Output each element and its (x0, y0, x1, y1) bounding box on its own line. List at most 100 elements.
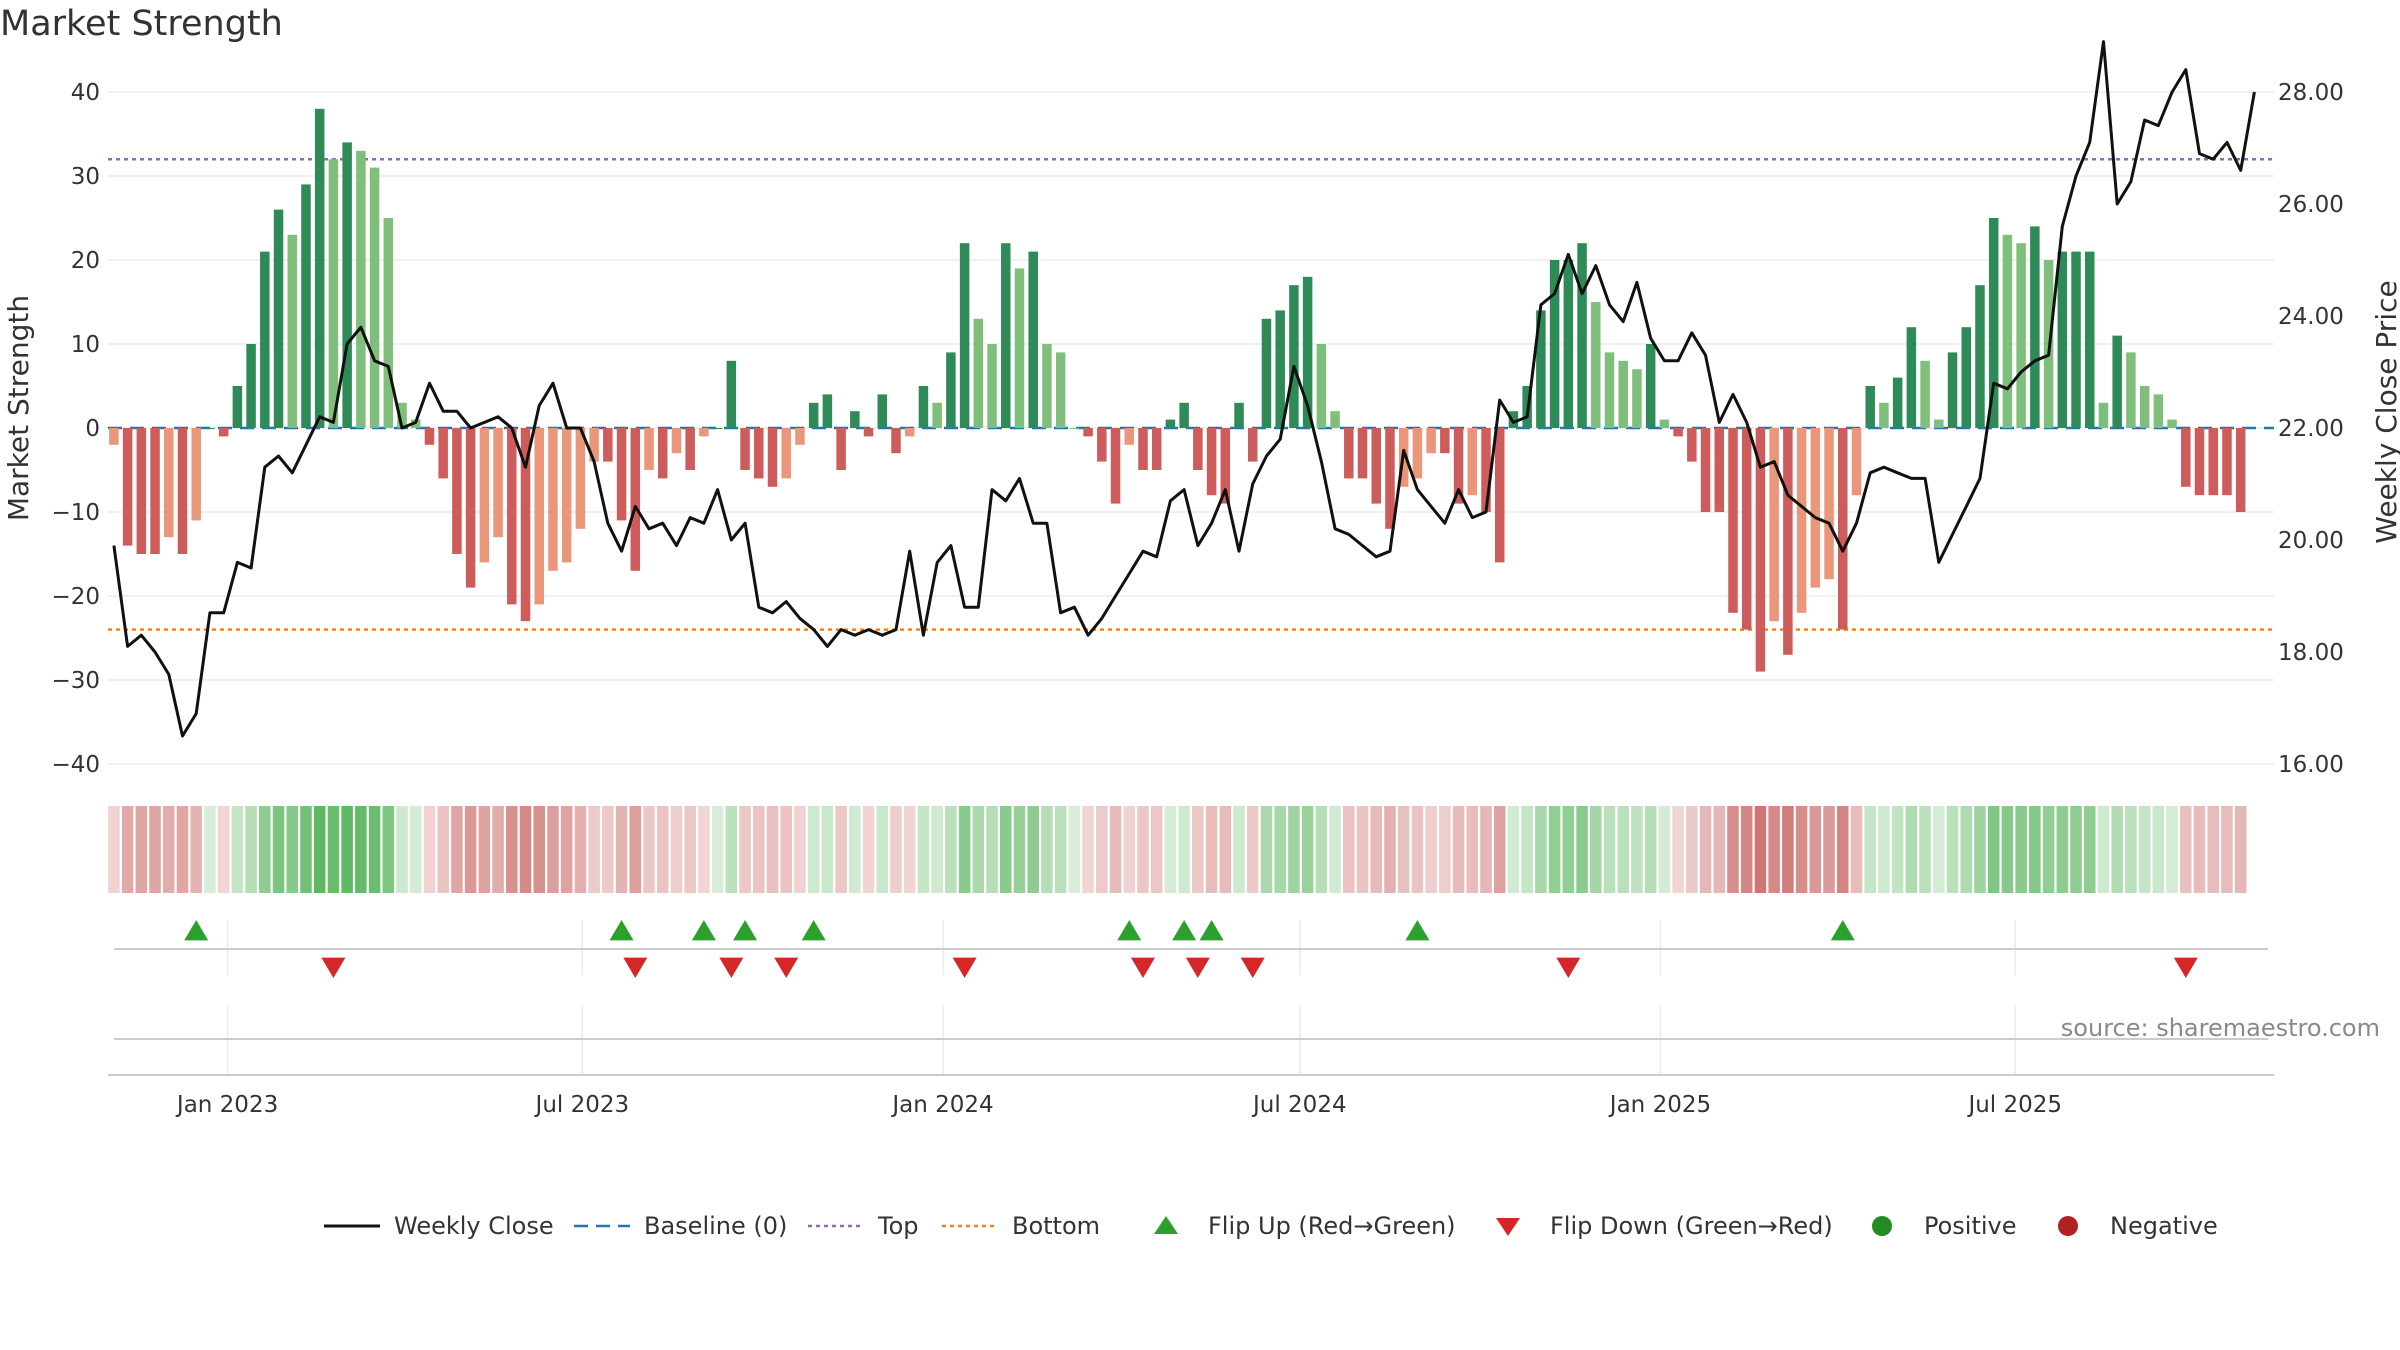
x-tick-label: Jul 2025 (1966, 1092, 2062, 1118)
flip-down-marker (1185, 957, 1210, 978)
strength-bar (1604, 352, 1615, 428)
heat-strip-cell (1548, 806, 1561, 893)
strength-bar (1097, 428, 1107, 462)
strength-bar (918, 386, 929, 428)
heat-strip-cell (217, 806, 230, 893)
strength-bar (767, 428, 778, 487)
heat-strip-cell (1452, 806, 1465, 893)
heat-strip (108, 806, 2247, 893)
strength-bar (452, 428, 462, 554)
strength-bar (1645, 344, 1656, 428)
y-right-tick-label: 18.00 (2278, 640, 2344, 666)
strength-bar (959, 243, 970, 428)
heat-strip-cell (2125, 806, 2137, 893)
strength-bar (2057, 251, 2068, 428)
heat-strip-cell (1027, 806, 1039, 893)
strength-bar (1412, 428, 1423, 479)
legend-item-negative[interactable]: Negative (2038, 1206, 2218, 1246)
strength-bar (2153, 394, 2164, 428)
circle-icon (1872, 1216, 1892, 1236)
strength-bar (1673, 428, 1683, 437)
strength-bar (287, 234, 298, 428)
heat-strip-cell (204, 806, 216, 893)
legend-label: Weekly Close (394, 1212, 554, 1240)
strength-bar (1755, 428, 1766, 672)
legend-item-top[interactable]: Top (806, 1206, 919, 1246)
heat-strip-cell (451, 806, 463, 893)
heat-strip-cell (1425, 806, 1437, 893)
strength-bar (1494, 428, 1505, 563)
legend-item-bottom[interactable]: Bottom (940, 1206, 1100, 1246)
heat-strip-cell (341, 806, 353, 893)
heat-strip-cell (1782, 806, 1794, 893)
heat-strip-cell (1068, 806, 1081, 893)
strength-bar (2235, 428, 2246, 512)
strength-bar (1426, 428, 1436, 454)
heat-strip-cell (1260, 806, 1273, 893)
heat-strip-cell (2138, 806, 2151, 893)
strength-bar (1151, 428, 1162, 470)
heat-strip-cell (917, 806, 930, 893)
heat-strip-cell (478, 806, 491, 893)
strength-bar (877, 394, 888, 428)
strength-bar (465, 428, 476, 588)
legend-item-baseline[interactable]: Baseline (0) (572, 1206, 787, 1246)
strength-bar (603, 428, 613, 462)
heat-strip-cell (807, 806, 820, 893)
legend-item-positive[interactable]: Positive (1852, 1206, 2017, 1246)
legend-item-weekly-close[interactable]: Weekly Close (322, 1206, 554, 1246)
heat-strip-cell (588, 806, 600, 893)
strength-bar (1508, 411, 1519, 428)
heat-strip-cell (1439, 806, 1451, 893)
strength-bar (1700, 428, 1711, 512)
legend-item-flip-up[interactable]: Flip Up (Red→Green) (1136, 1206, 1456, 1246)
heat-strip-cell (1343, 806, 1355, 893)
strength-bar (1536, 310, 1546, 428)
strength-bar (205, 428, 215, 429)
heat-strip-cell (1713, 806, 1726, 893)
heat-strip-cell (1836, 806, 1849, 893)
heat-strip-cell (739, 806, 751, 893)
y-right-tick-label: 28.00 (2278, 80, 2344, 106)
legend-item-flip-down[interactable]: Flip Down (Green→Red) (1478, 1206, 1833, 1246)
strength-bar (822, 394, 833, 428)
strength-bar (1165, 419, 1176, 428)
strength-bar (177, 428, 188, 554)
strength-bar (397, 402, 407, 428)
strength-bar (369, 167, 380, 428)
strength-bar (850, 411, 860, 428)
heat-strip-cell (849, 806, 861, 893)
flip-up-marker (1199, 920, 1224, 941)
y-left-tick-label: 30 (71, 164, 100, 190)
heat-strip-cell (1233, 806, 1245, 893)
strength-bar (1344, 428, 1354, 479)
strength-bar (1330, 411, 1340, 428)
strength-bar (1193, 428, 1203, 470)
strength-bar (1261, 318, 1272, 428)
flip-down-marker (2173, 957, 2198, 978)
strength-bar (2208, 428, 2218, 496)
strength-bar (1069, 428, 1080, 429)
heat-strip-cell (327, 806, 340, 893)
strength-bar (356, 150, 366, 429)
strength-bar (342, 142, 352, 428)
strength-bar (1563, 260, 1574, 428)
strength-bar (1975, 285, 1985, 428)
heat-strip-cell (2180, 806, 2192, 893)
y-left-tick-label: −40 (51, 752, 100, 778)
heat-strip-cell (1493, 806, 1506, 893)
strength-bar (1741, 428, 1752, 630)
heat-strip-cell (1768, 806, 1780, 893)
heat-strip-cell (176, 806, 189, 893)
circle-icon (2058, 1216, 2078, 1236)
heat-strip-cell (464, 806, 477, 893)
strength-bar (1838, 428, 1848, 630)
heat-strip-cell (2083, 806, 2096, 893)
y-left-tick-label: 20 (71, 248, 100, 274)
strength-bar (1275, 310, 1285, 428)
heat-strip-cell (1507, 806, 1520, 893)
heat-strip-cell (313, 806, 326, 893)
strength-bar (1851, 428, 1862, 496)
heat-strip-cell (1246, 806, 1259, 893)
strength-bar (1234, 402, 1244, 428)
